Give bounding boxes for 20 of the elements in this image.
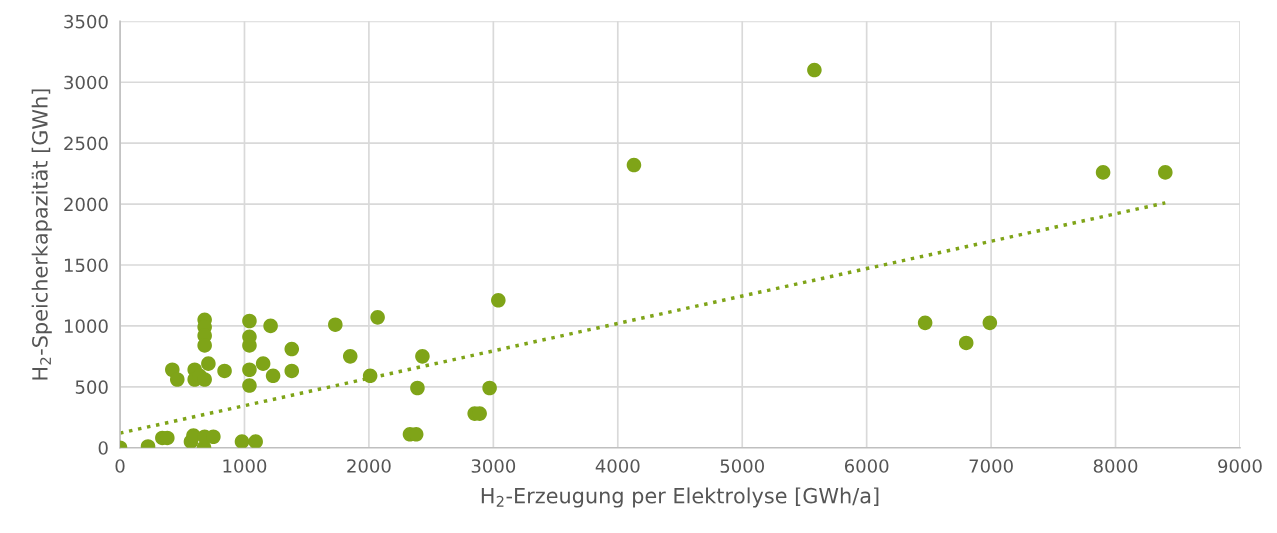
y-tick-label: 2000 [64,197,108,212]
x-tick-label: 9000 [1218,459,1262,473]
y-tick-label: 2500 [64,136,108,151]
x-tick-label: 3000 [471,459,516,473]
y-tick-label: 0 [98,441,108,455]
y-tick-label: 1500 [64,258,108,273]
x-tick-label: 0 [115,459,125,473]
x-tick-label: 2000 [347,459,391,473]
y-tick-label: 500 [75,380,108,394]
y-tick-label: 3500 [64,14,108,29]
x-axis-title: H$_{2}$-Erzeugung per Elektrolyse [GWh/a] [481,487,879,508]
y-tick-label: 1000 [64,319,108,334]
y-axis-title: H$_{2}$-Speicherkapazität [GWh] [31,89,52,380]
x-tick-label: 7000 [969,459,1013,473]
y-tick-label: 3000 [64,75,108,90]
x-tick-label: 1000 [223,459,267,473]
x-tick-label: 6000 [844,459,889,473]
x-tick-label: 4000 [595,459,640,473]
x-tick-label: 8000 [1093,459,1138,473]
x-tick-label: 5000 [720,459,764,473]
